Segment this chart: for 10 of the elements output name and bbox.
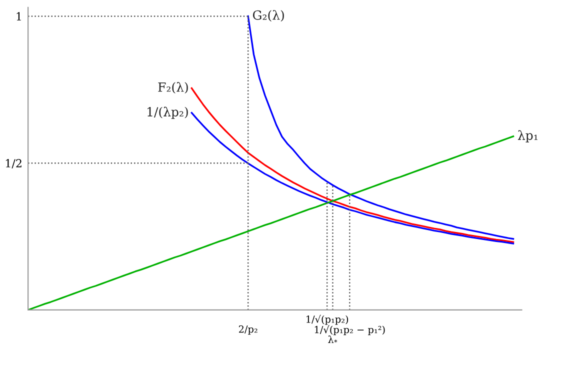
series-label: F₂(λ): [158, 82, 188, 94]
series-label: 1/(λp₂): [148, 106, 188, 119]
x-tick-label: 2/p₂: [238, 325, 258, 335]
series-label: λp₁: [518, 130, 538, 142]
x-tick-label: 1/√(p₁p₂): [306, 314, 348, 325]
series-label: G₂(λ): [252, 10, 284, 22]
x-tick-label: λ$_{*}$: [328, 336, 338, 343]
x-tick-label: 1/√(p₁p₂ − p₁²): [314, 325, 385, 336]
y-tick-label: 1: [16, 12, 21, 20]
y-tick-label: 1/2: [6, 159, 22, 168]
